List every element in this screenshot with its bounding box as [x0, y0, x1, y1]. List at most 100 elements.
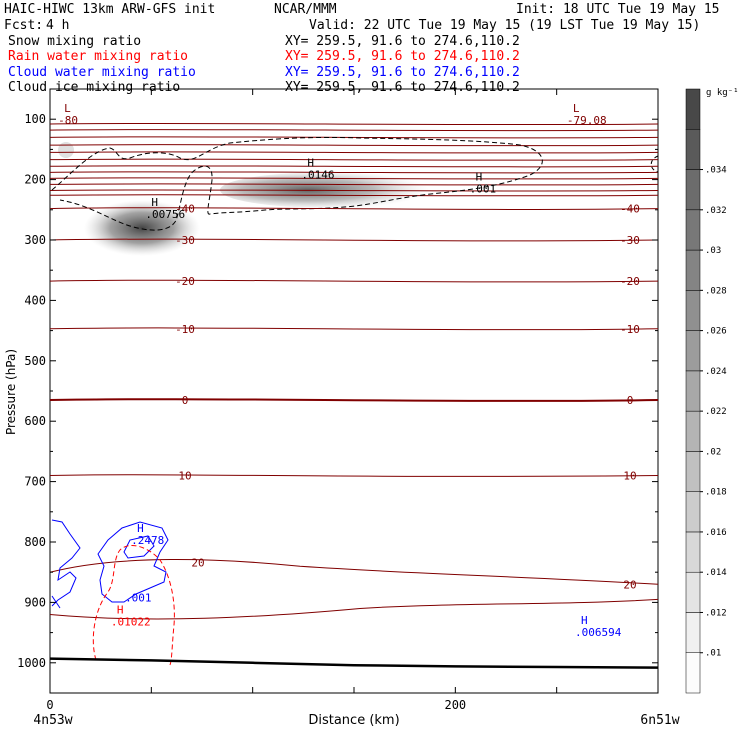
isotherm-label: -10 [620, 323, 640, 336]
colorbar-swatch [685, 571, 701, 613]
colorbar-swatch [685, 290, 701, 331]
field-xy-cloud-ice: XY= 259.5, 91.6 to 274.6,110.2 [285, 80, 520, 95]
extremum-marker: H [117, 604, 124, 617]
isotherm-20-lower [49, 598, 659, 620]
y-tick-label: 900 [24, 595, 46, 609]
colorbar-tick-label: .014 [705, 568, 727, 578]
isotherm-20 [49, 559, 659, 585]
stratospheric-isotherm-line [49, 183, 659, 186]
extremum-value: .001 [125, 591, 152, 604]
isotherm-label: -20 [175, 275, 195, 288]
isotherm-label: -40 [175, 203, 195, 216]
colorbar-tick-label: .032 [705, 206, 727, 216]
stratospheric-isotherm-line [49, 144, 659, 147]
extremum-value: .2478 [131, 534, 164, 547]
extremum-value: .001 [470, 182, 497, 195]
isotherm-0 [49, 398, 659, 402]
snow-blob-left [84, 200, 200, 256]
cloud-water-contour-inner [123, 535, 155, 559]
x-axis-right-location: 6n51w [640, 713, 679, 728]
colorbar-swatch [685, 370, 701, 412]
y-tick-label: 100 [24, 112, 46, 126]
extremum-value: .00756 [145, 208, 185, 221]
colorbar-tick-label: .03 [705, 246, 721, 256]
stratospheric-isotherm-line [49, 189, 659, 192]
header-title: HAIC-HIWC 13km ARW-GFS init [4, 2, 215, 17]
y-axis-label: Pressure (hPa) [4, 349, 18, 435]
extremum-value: .0146 [301, 169, 334, 182]
y-tick-label: 500 [24, 354, 46, 368]
field-xy-snow: XY= 259.5, 91.6 to 274.6,110.2 [285, 34, 520, 49]
extremum-value: .01022 [111, 616, 151, 629]
extremum-value: -80 [58, 114, 78, 127]
header-fcst-value: 4 h [46, 18, 69, 33]
x-axis: 0 200 [46, 89, 659, 712]
colorbar-tick-label: .034 [705, 166, 727, 176]
colorbar-swatch [685, 169, 701, 211]
field-label-snow: Snow mixing ratio [8, 34, 141, 49]
x-axis-label: Distance (km) [308, 713, 399, 728]
colorbar-unit: g kg⁻¹ [706, 88, 739, 98]
stratospheric-isotherm-line [49, 194, 659, 197]
y-tick-label: 400 [24, 293, 46, 307]
extremum-value: -79.08 [567, 114, 607, 127]
isotherm-label: 20 [623, 578, 636, 591]
stratospheric-isotherm-line [49, 177, 659, 180]
stratospheric-isotherm-line [49, 136, 659, 139]
isotherm-minus10 [49, 327, 659, 331]
cloud-ice-contour-right [650, 155, 659, 173]
extremum-marker: L [573, 102, 580, 115]
colorbar-tick-label: .026 [705, 327, 727, 337]
colorbar-swatch [685, 330, 701, 372]
field-label-rain: Rain water mixing ratio [8, 49, 188, 64]
x-tick-label: 200 [444, 698, 466, 712]
isotherm-minus30 [49, 238, 659, 242]
y-tick-label: 1000 [17, 656, 46, 670]
extremum-marker: H [137, 522, 144, 535]
colorbar-tick-label: .024 [705, 367, 727, 377]
extremum-marker: L [64, 102, 71, 115]
isotherm-label: 10 [178, 470, 191, 483]
isotherm-label: -40 [620, 203, 640, 216]
extremum-marker: H [581, 614, 588, 627]
colorbar-swatch [685, 652, 701, 694]
x-axis-left-location: 4n53w [33, 713, 72, 728]
colorbar-swatch [685, 88, 701, 130]
colorbar-swatch [685, 612, 701, 653]
cloud-ice-contour [51, 136, 543, 231]
y-tick-label: 200 [24, 173, 46, 187]
field-label-cloud-water: Cloud water mixing ratio [8, 65, 196, 80]
stratospheric-isotherm-line [49, 122, 659, 126]
x-tick-label: 0 [46, 698, 53, 712]
surface-pressure-line [49, 657, 659, 669]
colorbar-tick-label: .02 [705, 447, 721, 457]
colorbar-swatch [685, 410, 701, 452]
isotherm-label: 0 [627, 394, 634, 407]
isotherm-label: -20 [620, 275, 640, 288]
header: HAIC-HIWC 13km ARW-GFS init NCAR/MMM Ini… [4, 2, 720, 95]
extremum-marker: H [476, 170, 483, 183]
colorbar-swatch [685, 491, 701, 533]
temperature-isotherms: -40 -40 -30 -30 -20 -20 -10 -10 0 0 10 10 20 20 [49, 203, 659, 620]
rain-water-contour [92, 545, 175, 666]
stratospheric-isotherm-line [49, 171, 659, 174]
field-label-cloud-ice: Cloud ice mixing ratio [8, 80, 180, 95]
y-tick-label: 300 [24, 233, 46, 247]
header-init: Init: 18 UTC Tue 19 May 15 [516, 2, 720, 17]
header-fcst-label: Fcst: [4, 18, 43, 33]
isotherm-minus20 [49, 279, 659, 283]
isotherm-label: -30 [175, 234, 195, 247]
snow-blob-edge [58, 142, 74, 158]
colorbar-tick-label: .012 [705, 608, 727, 618]
stratospheric-isotherm-line [49, 128, 659, 132]
y-tick-label: 600 [24, 414, 46, 428]
isotherm-10 [49, 474, 659, 477]
header-org: NCAR/MMM [274, 2, 337, 17]
y-tick-label: 800 [24, 535, 46, 549]
colorbar-tick-label: .01 [705, 649, 721, 659]
field-xy-cloud-water: XY= 259.5, 91.6 to 274.6,110.2 [285, 65, 520, 80]
isotherm-minus40 [49, 207, 659, 210]
header-valid: Valid: 22 UTC Tue 19 May 15 (19 LST Tue … [309, 18, 700, 33]
colorbar-swatch [685, 129, 701, 170]
